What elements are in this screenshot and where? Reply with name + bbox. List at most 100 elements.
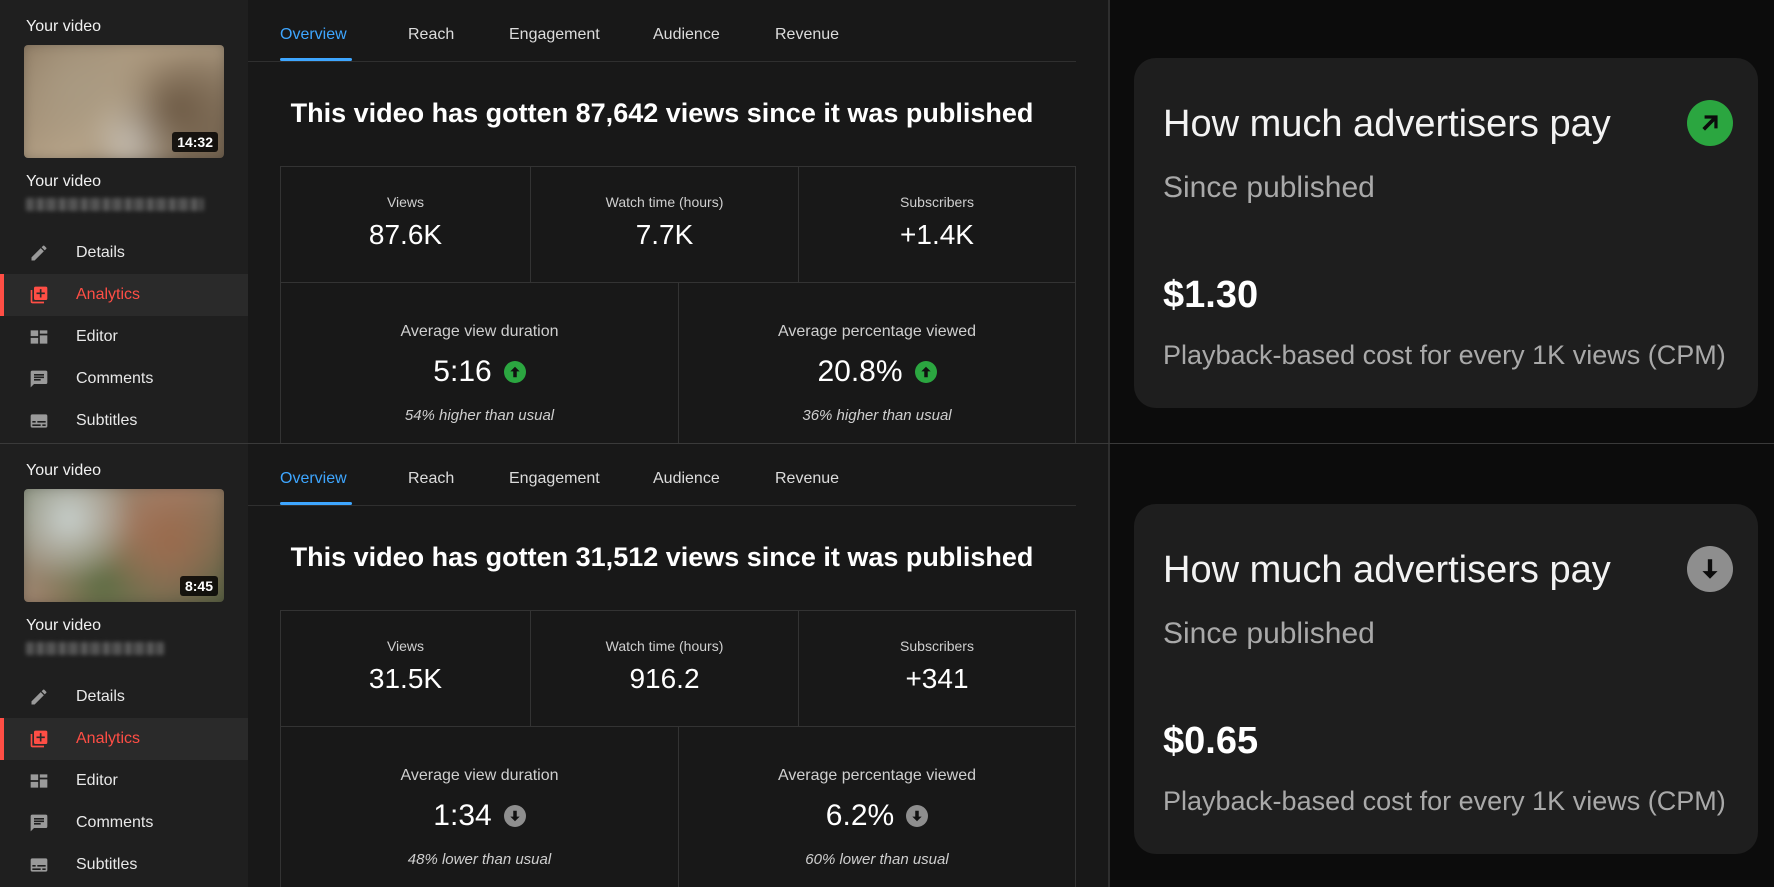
metric-note: 48% lower than usual	[407, 851, 552, 868]
tab-engagement[interactable]: Engagement	[509, 26, 600, 43]
analytics-icon	[28, 729, 50, 749]
metric-subscribers[interactable]: Subscribers +1.4K	[799, 167, 1075, 283]
metric-views[interactable]: Views 87.6K	[281, 167, 531, 283]
sidebar-item-analytics[interactable]: Analytics	[0, 718, 248, 760]
arrow-up-icon	[914, 361, 937, 383]
metric-average-percentage-viewed[interactable]: Average percentage viewed 20.8% 36% high…	[679, 283, 1075, 443]
subtitles-icon	[28, 855, 50, 875]
metric-value-row: 20.8%	[679, 355, 1075, 389]
metric-average-view-duration[interactable]: Average view duration 5:16 54% higher th…	[281, 283, 679, 443]
metric-note: 36% higher than usual	[802, 407, 952, 424]
metrics-grid: Views 31.5K Watch time (hours) 916.2 Sub…	[280, 610, 1076, 887]
sidebar-item-label: Comments	[76, 370, 154, 387]
metric-label: Subscribers	[900, 638, 974, 654]
metric-value: 916.2	[629, 663, 700, 694]
metric-label: Views	[386, 638, 425, 654]
tab-overview[interactable]: Overview	[280, 26, 347, 43]
vertical-divider	[1108, 0, 1110, 443]
video-duration: 8:45	[179, 576, 218, 596]
tab-engagement[interactable]: Engagement	[509, 470, 600, 487]
metric-average-view-duration[interactable]: Average view duration 1:34 48% lower tha…	[281, 727, 679, 887]
video-subtitle-redacted	[26, 642, 164, 655]
comments-icon	[28, 813, 50, 833]
metric-value-row: 6.2%	[679, 799, 1075, 833]
sidebar-heading: Your video	[26, 18, 102, 35]
sidebar-item-analytics[interactable]: Analytics	[0, 274, 248, 316]
advertisers-pay-card[interactable]: How much advertisers pay Since published…	[1134, 58, 1758, 408]
sidebar-item-editor[interactable]: Editor	[0, 760, 248, 802]
metric-average-percentage-viewed[interactable]: Average percentage viewed 6.2% 60% lower…	[679, 727, 1075, 887]
analytics-main: Overview Reach Engagement Audience Reven…	[248, 0, 1108, 443]
analytics-tabs: Overview Reach Engagement Audience Reven…	[248, 444, 1076, 506]
vertical-divider	[1108, 444, 1110, 887]
metric-label: Views	[386, 194, 425, 210]
card-subtitle: Since published	[1163, 617, 1375, 650]
sidebar-item-editor[interactable]: Editor	[0, 316, 248, 358]
tab-revenue[interactable]: Revenue	[775, 470, 840, 487]
video-thumbnail[interactable]: 14:32	[24, 45, 224, 158]
advertisers-pay-card[interactable]: How much advertisers pay Since published…	[1134, 504, 1758, 854]
metric-value-row: 5:16	[281, 355, 678, 389]
sidebar-item-comments[interactable]: Comments	[0, 358, 248, 400]
metric-label: Average percentage viewed	[777, 323, 977, 340]
metrics-grid: Views 87.6K Watch time (hours) 7.7K Subs…	[280, 166, 1076, 443]
sidebar-item-subtitles[interactable]: Subtitles	[0, 400, 248, 442]
analytics-panel-2: Your video 8:45 Your video Details Analy…	[0, 444, 1774, 887]
sidebar-item-comments[interactable]: Comments	[0, 802, 248, 844]
editor-icon	[28, 771, 50, 791]
tab-revenue[interactable]: Revenue	[775, 26, 840, 43]
cpm-value: $1.30	[1163, 274, 1259, 316]
metric-value: 31.5K	[368, 663, 443, 694]
metric-value: 5:16	[433, 355, 492, 388]
sidebar-item-label: Analytics	[76, 286, 141, 303]
subtitles-icon	[28, 411, 50, 431]
views-headline: This video has gotten 31,512 views since…	[290, 542, 1034, 572]
metric-watch-time[interactable]: Watch time (hours) 7.7K	[531, 167, 799, 283]
sidebar-heading: Your video	[26, 462, 102, 479]
video-title: Your video	[26, 617, 102, 634]
editor-icon	[28, 327, 50, 347]
sidebar-item-label: Editor	[76, 328, 118, 345]
sidebar-item-details[interactable]: Details	[0, 232, 248, 274]
sidebar-item-details[interactable]: Details	[0, 676, 248, 718]
metric-value-row: 1:34	[281, 799, 678, 833]
arrow-down-icon	[1687, 546, 1733, 592]
sidebar-item-label: Details	[76, 688, 125, 705]
sidebar-nav: Details Analytics Editor Comments Subtit…	[0, 232, 248, 442]
sidebar-item-subtitles[interactable]: Subtitles	[0, 844, 248, 886]
active-tab-indicator	[280, 502, 352, 505]
analytics-main: Overview Reach Engagement Audience Reven…	[248, 444, 1108, 887]
metric-value: 6.2%	[825, 799, 895, 832]
metric-value: +341	[905, 663, 969, 694]
metric-value: 20.8%	[817, 355, 903, 388]
tab-audience[interactable]: Audience	[653, 26, 720, 43]
active-tab-indicator	[280, 58, 352, 61]
video-subtitle-redacted	[26, 198, 204, 211]
analytics-icon	[28, 285, 50, 305]
tab-audience[interactable]: Audience	[653, 470, 720, 487]
arrow-up-icon	[503, 361, 526, 383]
sidebar-nav: Details Analytics Editor Comments Subtit…	[0, 676, 248, 886]
metric-label: Watch time (hours)	[605, 638, 724, 654]
sidebar: Your video 14:32 Your video Details Anal…	[0, 0, 248, 443]
sidebar-item-label: Details	[76, 244, 125, 261]
metric-value: 7.7K	[635, 219, 694, 250]
tab-reach[interactable]: Reach	[408, 470, 455, 487]
pencil-icon	[28, 687, 50, 707]
metric-watch-time[interactable]: Watch time (hours) 916.2	[531, 611, 799, 727]
sidebar: Your video 8:45 Your video Details Analy…	[0, 444, 248, 887]
card-description: Playback-based cost for every 1K views (…	[1163, 786, 1726, 816]
arrow-down-icon	[906, 805, 929, 827]
card-description: Playback-based cost for every 1K views (…	[1163, 340, 1726, 370]
sidebar-item-label: Subtitles	[76, 412, 138, 429]
video-thumbnail[interactable]: 8:45	[24, 489, 224, 602]
tab-overview[interactable]: Overview	[280, 470, 347, 487]
pencil-icon	[28, 243, 50, 263]
metric-value: 87.6K	[368, 219, 443, 250]
card-subtitle: Since published	[1163, 171, 1375, 204]
video-duration: 14:32	[172, 132, 218, 152]
metric-views[interactable]: Views 31.5K	[281, 611, 531, 727]
tab-reach[interactable]: Reach	[408, 26, 455, 43]
metric-subscribers[interactable]: Subscribers +341	[799, 611, 1075, 727]
analytics-panel-1: Your video 14:32 Your video Details Anal…	[0, 0, 1774, 443]
